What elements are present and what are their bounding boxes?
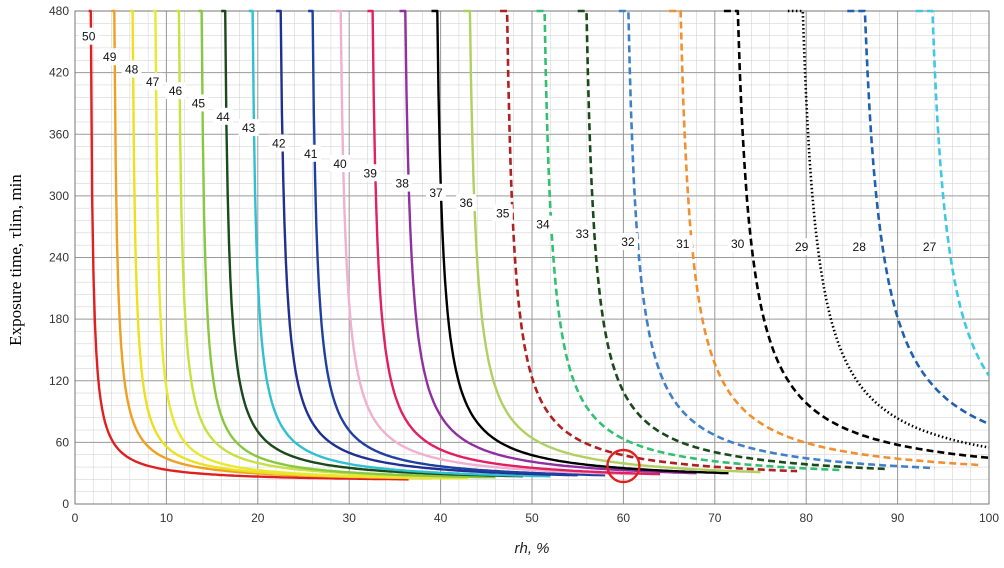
curve-label-50: 50: [82, 30, 96, 44]
curve-label-28: 28: [853, 240, 867, 254]
curve-label-bg: [142, 72, 163, 90]
curve-label-45: 45: [192, 96, 206, 110]
x-tick-label: 100: [979, 511, 999, 525]
curve-label-44: 44: [216, 110, 230, 124]
series-line-43: [248, 9, 551, 478]
x-tick-label: 70: [708, 511, 722, 525]
curve-label-bg: [78, 27, 99, 45]
curve-label-32: 32: [621, 235, 635, 249]
x-tick-label: 10: [160, 511, 174, 525]
curve-label-bg: [213, 107, 234, 125]
series-line-35: [500, 9, 798, 473]
x-tick-label: 90: [891, 511, 905, 525]
curve-label-31: 31: [676, 237, 690, 251]
curve-label-bg: [392, 174, 413, 192]
curve-label-46: 46: [169, 84, 183, 98]
series-line-29: [787, 9, 990, 449]
curve-label-bg: [727, 235, 748, 253]
y-tick-label: 420: [49, 66, 69, 80]
series-line-32: [618, 9, 935, 470]
curve-label-35: 35: [496, 206, 510, 220]
series-line-36: [463, 9, 761, 474]
curve-label-bg: [617, 233, 638, 251]
series-line-38: [399, 9, 697, 475]
y-tick-label: 60: [56, 435, 70, 449]
y-tick-label: 120: [49, 374, 69, 388]
x-tick-label: 80: [800, 511, 814, 525]
curve-label-bg: [268, 134, 289, 152]
x-axis-label: rh, %: [514, 540, 550, 557]
curve-label-41: 41: [304, 147, 318, 161]
curve-label-30: 30: [731, 237, 745, 251]
curve-label-bg: [426, 183, 447, 201]
curve-label-bg: [532, 215, 553, 233]
curve-label-bg: [672, 235, 693, 253]
curve-label-34: 34: [536, 218, 550, 232]
curve-label-40: 40: [333, 157, 347, 171]
curve-label-bg: [165, 82, 186, 100]
curve-label-27: 27: [923, 240, 937, 254]
curve-label-37: 37: [429, 186, 443, 200]
series-line-40: [335, 9, 633, 476]
curve-label-bg: [99, 48, 120, 66]
series-line-44: [221, 9, 523, 478]
curve-label-bg: [791, 238, 812, 256]
series-line-42: [276, 9, 578, 477]
y-axis-label-container: Exposure time, τlim, min: [1, 140, 31, 380]
curve-label-bg: [188, 94, 209, 112]
curve-label-bg: [238, 119, 259, 137]
curve-label-bg: [849, 238, 870, 256]
curve-label-bg: [919, 238, 940, 256]
curve-label-36: 36: [460, 196, 474, 210]
x-tick-label: 0: [72, 511, 79, 525]
series-line-41: [308, 9, 606, 477]
series-line-34: [536, 9, 843, 472]
series-line-30: [723, 9, 990, 460]
curve-label-bg: [300, 144, 321, 162]
x-tick-label: 40: [434, 511, 448, 525]
y-axis-label: Exposure time, τlim, min: [6, 174, 25, 346]
curve-label-43: 43: [242, 121, 256, 135]
curve-label-29: 29: [795, 240, 809, 254]
series-line-27: [915, 9, 991, 377]
series-line-50: [88, 9, 409, 481]
curve-label-38: 38: [396, 177, 410, 191]
series-line-28: [847, 9, 990, 426]
series-line-45: [198, 9, 496, 479]
series-line-37: [431, 9, 729, 475]
curve-label-39: 39: [364, 166, 378, 180]
y-tick-label: 180: [49, 312, 69, 326]
curve-label-bg: [456, 194, 477, 212]
series-line-31: [669, 9, 980, 467]
curve-label-bg: [492, 204, 513, 222]
series-line-48: [129, 9, 450, 480]
x-tick-label: 60: [617, 511, 631, 525]
curve-label-33: 33: [576, 227, 590, 241]
curve-label-48: 48: [125, 63, 139, 77]
y-tick-label: 0: [62, 497, 69, 511]
x-tick-label: 50: [525, 511, 539, 525]
x-tick-label: 30: [343, 511, 357, 525]
curve-label-49: 49: [103, 50, 117, 64]
y-tick-label: 360: [49, 127, 69, 141]
curve-label-bg: [572, 224, 593, 242]
highlight-circle: [606, 448, 641, 484]
curve-label-47: 47: [146, 75, 160, 89]
curve-label-42: 42: [272, 136, 286, 150]
curve-label-bg: [121, 60, 142, 78]
series-line-47: [152, 9, 468, 480]
plot-frame: [74, 10, 990, 505]
series-line-39: [367, 9, 661, 476]
series-line-33: [577, 9, 889, 471]
y-tick-label: 240: [49, 251, 69, 265]
y-tick-label: 480: [49, 4, 69, 18]
y-tick-label: 300: [49, 189, 69, 203]
curve-label-bg: [360, 164, 381, 182]
x-tick-label: 20: [251, 511, 265, 525]
curve-label-bg: [330, 155, 351, 173]
